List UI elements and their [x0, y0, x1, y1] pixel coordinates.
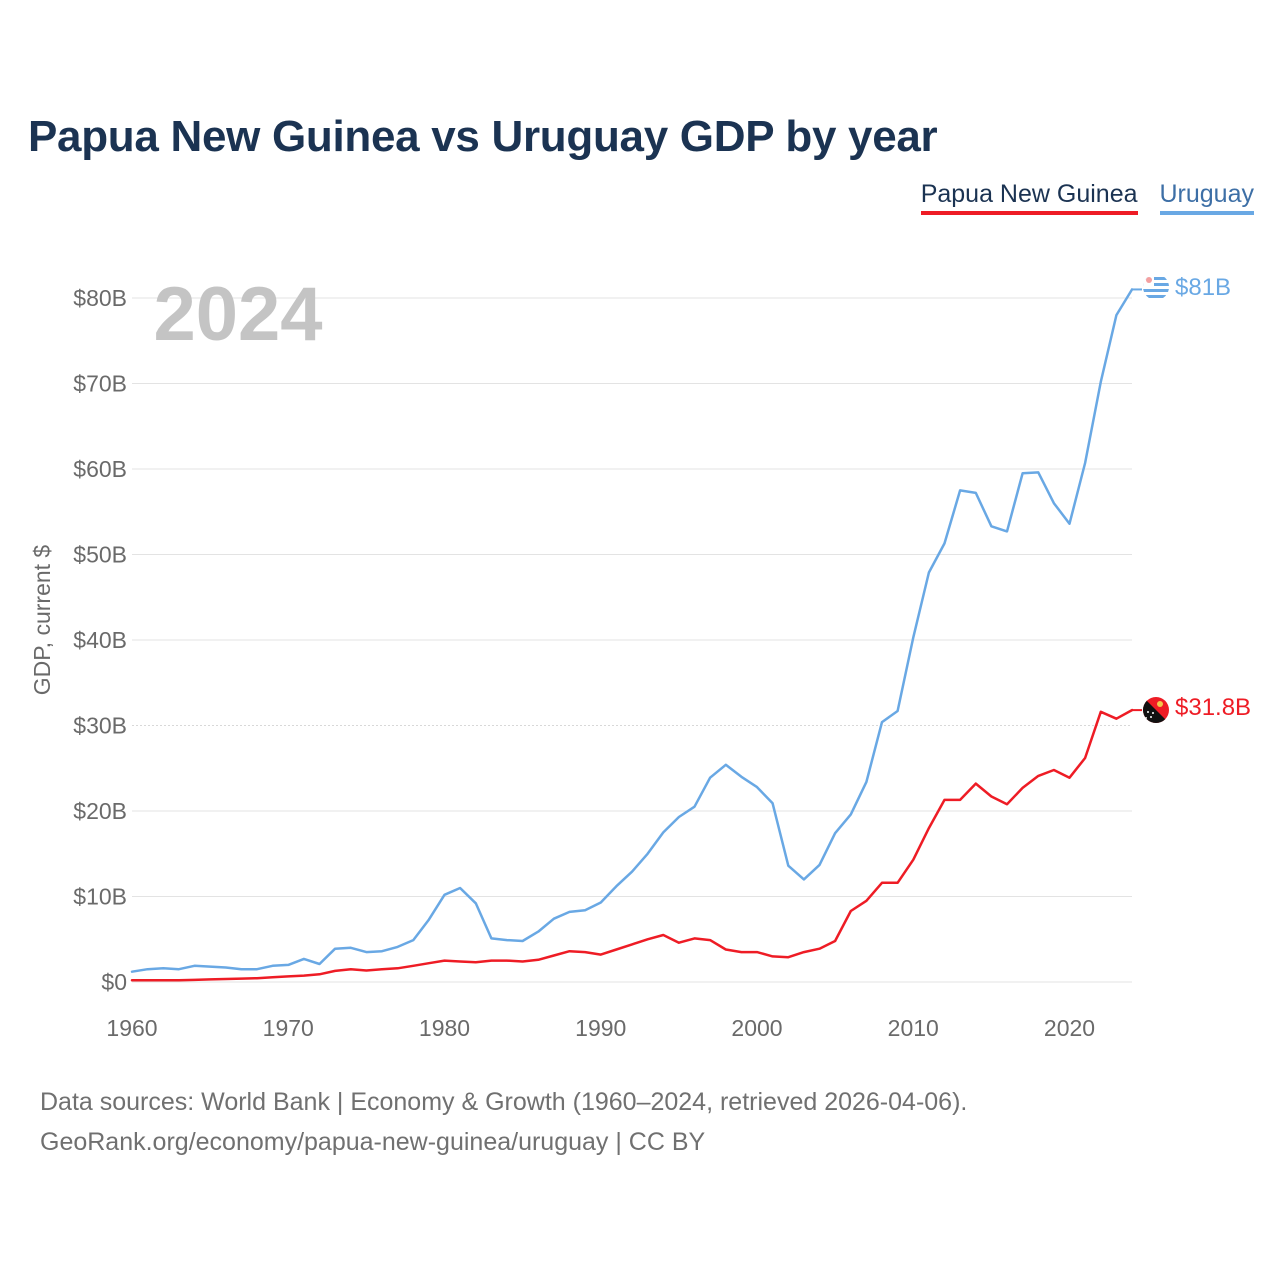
- footer: Data sources: World Bank | Economy & Gro…: [40, 1082, 967, 1162]
- x-tick-label-3: 1990: [575, 1015, 626, 1041]
- y-tick-label-3: $30B: [73, 713, 127, 739]
- y-tick-label-4: $40B: [73, 627, 127, 653]
- x-tick-label-5: 2010: [888, 1015, 939, 1041]
- series-lines: [130, 288, 1142, 982]
- x-axis-ticks: 1960 1970 1980 1990 2000 2010 2020: [106, 1015, 1095, 1041]
- legend-item-papua-new-guinea[interactable]: Papua New Guinea: [920, 180, 1138, 215]
- y-axis-ticks: $0 $10B $20B $30B $40B $50B $60B $70B $80B: [73, 285, 127, 995]
- source-url-text: GeoRank.org/economy/papua-new-guinea/uru…: [40, 1128, 706, 1156]
- chart-title: Papua New Guinea vs Uruguay GDP by year: [28, 112, 938, 161]
- gridlines: [132, 297, 1132, 983]
- y-tick-label-7: $70B: [73, 371, 127, 397]
- y-tick-label-2: $20B: [73, 798, 127, 824]
- x-tick-label-2: 1980: [419, 1015, 470, 1041]
- series-line-papua-new-guinea: [130, 708, 1134, 982]
- y-tick-label-1: $10B: [73, 884, 127, 910]
- x-tick-label-6: 2020: [1044, 1015, 1095, 1041]
- legend: Papua New Guinea Uruguay: [920, 180, 1254, 215]
- legend-item-uruguay[interactable]: Uruguay: [1159, 180, 1254, 215]
- x-tick-label-1: 1970: [263, 1015, 314, 1041]
- y-tick-label-8: $80B: [73, 285, 127, 311]
- papua-new-guinea-end-value-label: $31.8B: [1175, 694, 1251, 721]
- papua-new-guinea-flag-icon: [1143, 697, 1169, 723]
- series-line-uruguay: [130, 288, 1134, 973]
- y-tick-label-6: $60B: [73, 456, 127, 482]
- current-year-label: 2024: [153, 272, 322, 357]
- y-axis-label: GDP, current $: [29, 545, 55, 696]
- data-sources-text: Data sources: World Bank | Economy & Gro…: [40, 1088, 968, 1116]
- uruguay-flag-icon: [1143, 274, 1169, 300]
- y-tick-label-0: $0: [101, 969, 127, 995]
- y-tick-label-5: $50B: [73, 542, 127, 568]
- gdp-line-chart: $0$10B$20B$30B$40B$50B$60B$70B$80B 1960 1…: [29, 272, 1251, 1041]
- x-tick-label-0: 1960: [106, 1015, 157, 1041]
- uruguay-end-value-label: $81B: [1175, 274, 1231, 301]
- x-tick-label-4: 2000: [731, 1015, 782, 1041]
